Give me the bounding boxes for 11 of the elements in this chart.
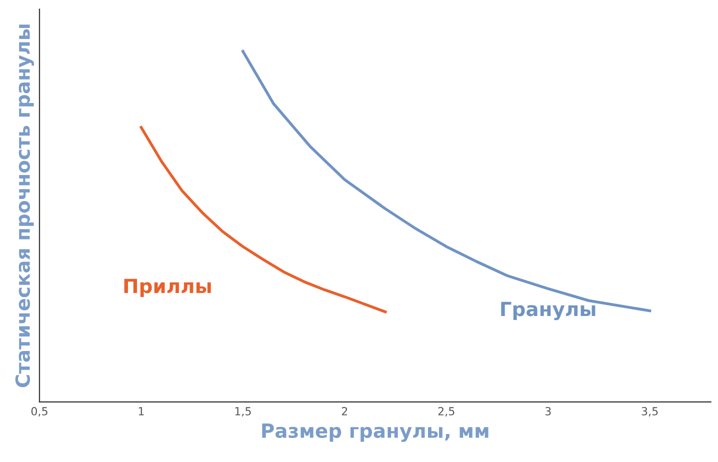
x-axis-title: Размер гранулы, мм	[262, 424, 488, 442]
x-tick-label: 1	[138, 407, 144, 416]
x-tick-label: 2	[342, 406, 348, 416]
x-tick-label: 1,5	[235, 407, 251, 417]
x-tick-label: 3	[545, 406, 551, 416]
text: Приллы	[124, 278, 211, 298]
x-tick-label: 2,5	[438, 406, 454, 417]
x-tick-label: 0,5	[31, 406, 48, 417]
y-axis-title: Статическая прочность гранулы	[15, 24, 34, 388]
series-label: Гранулы	[501, 302, 596, 320]
x-tick-label: 3,5	[642, 406, 658, 417]
